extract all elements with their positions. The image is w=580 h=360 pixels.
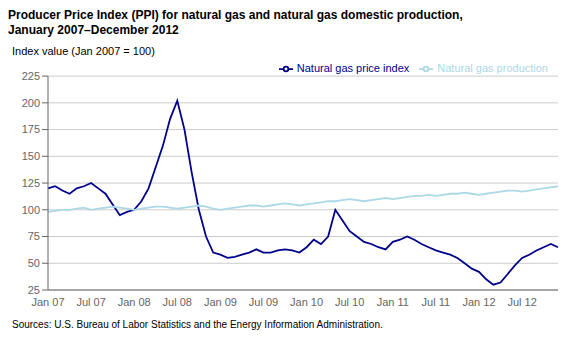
- svg-text:Jan 07: Jan 07: [31, 296, 64, 308]
- svg-text:Jul 08: Jul 08: [163, 296, 192, 308]
- svg-text:Jul 10: Jul 10: [335, 296, 364, 308]
- svg-text:125: 125: [22, 177, 40, 189]
- svg-text:Jan 10: Jan 10: [290, 296, 323, 308]
- svg-text:175: 175: [22, 123, 40, 135]
- svg-text:Jan 12: Jan 12: [462, 296, 495, 308]
- svg-text:Jul 12: Jul 12: [507, 296, 536, 308]
- html-text:Sources: U.S. Bureau of Labor: Sources: U.S. Bureau of Labor Statistics…: [12, 319, 383, 330]
- svg-text:Jul 11: Jul 11: [422, 296, 451, 308]
- svg-text:Jan 11: Jan 11: [377, 296, 409, 308]
- html-text:January 2007–December 2012: January 2007–December 2012: [8, 23, 179, 37]
- html-text:Natural gas production: Natural gas production: [437, 62, 548, 74]
- svg-text:50: 50: [28, 257, 40, 269]
- html-text:Natural gas price index: Natural gas price index: [296, 62, 410, 74]
- html-text:Index value (Jan 2007 = 100): Index value (Jan 2007 = 100): [12, 45, 155, 57]
- svg-text:25: 25: [28, 284, 40, 296]
- svg-text:200: 200: [22, 97, 40, 109]
- svg-text:Jan 09: Jan 09: [204, 296, 237, 308]
- svg-text:Jan 08: Jan 08: [118, 296, 151, 308]
- html-text:Producer Price Index (PPI) for: Producer Price Index (PPI) for natural g…: [8, 8, 463, 22]
- svg-text:Jul 07: Jul 07: [76, 296, 105, 308]
- svg-text:Jul 09: Jul 09: [249, 296, 278, 308]
- svg-text:225: 225: [22, 70, 40, 82]
- svg-text:150: 150: [22, 150, 40, 162]
- svg-text:75: 75: [28, 230, 40, 242]
- svg-text:100: 100: [22, 204, 40, 216]
